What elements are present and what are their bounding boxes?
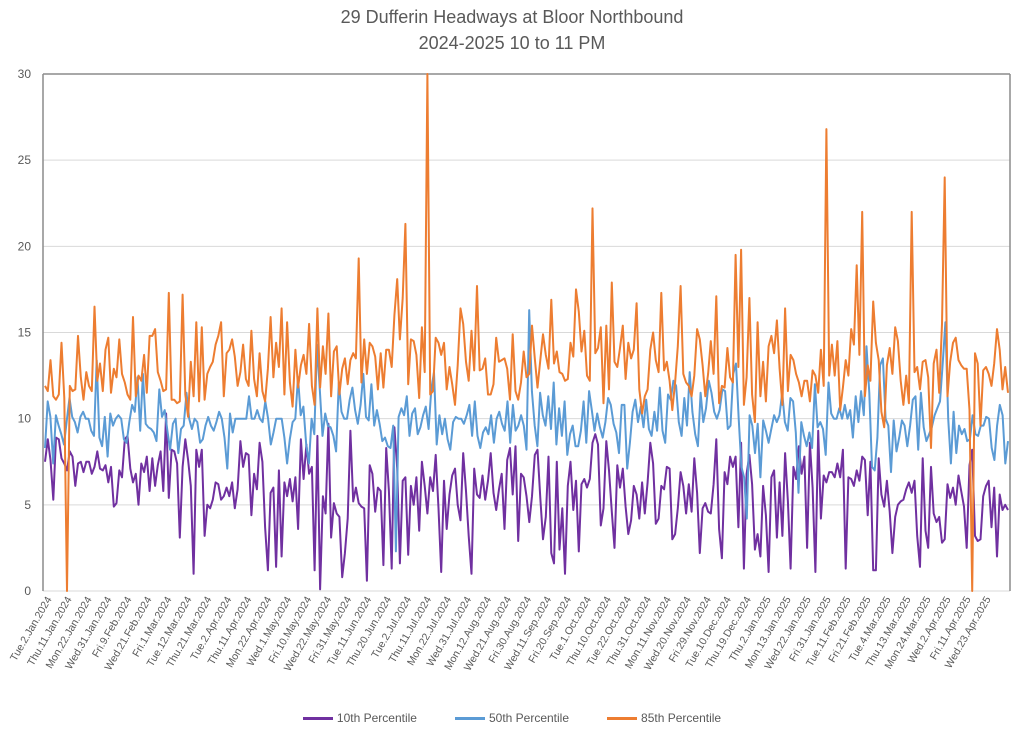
y-tick-label: 10 bbox=[18, 412, 32, 426]
legend-swatch bbox=[607, 716, 638, 720]
y-tick-label: 20 bbox=[18, 239, 32, 253]
legend-swatch bbox=[454, 716, 485, 720]
chart-subtitle: 2024-2025 10 to 11 PM bbox=[418, 33, 606, 53]
series-line-85th-percentile bbox=[44, 73, 1009, 592]
series-line-10th-percentile bbox=[44, 412, 1009, 591]
legend-swatch bbox=[302, 716, 333, 720]
legend-label: 50th Percentile bbox=[488, 711, 570, 725]
y-tick-label: 25 bbox=[18, 153, 32, 167]
legend-item: 85th Percentile bbox=[607, 711, 721, 725]
legend-label: 85th Percentile bbox=[641, 711, 722, 725]
chart-area: 051015202530Tue.2.Jan.2024Thu.11.Jan.202… bbox=[8, 67, 1011, 673]
legend-item: 50th Percentile bbox=[454, 711, 570, 725]
chart-title: 29 Dufferin Headways at Bloor Northbound bbox=[340, 7, 684, 27]
legend-item: 10th Percentile bbox=[302, 711, 417, 725]
legend: 10th Percentile 50th Percentile 85th Perce… bbox=[0, 711, 1024, 725]
y-tick-label: 5 bbox=[24, 498, 31, 512]
y-tick-label: 15 bbox=[18, 326, 32, 340]
y-tick-label: 0 bbox=[24, 584, 31, 598]
legend-label: 10th Percentile bbox=[336, 711, 417, 725]
series-line-50th-percentile bbox=[44, 309, 1009, 553]
y-tick-label: 30 bbox=[18, 67, 32, 81]
